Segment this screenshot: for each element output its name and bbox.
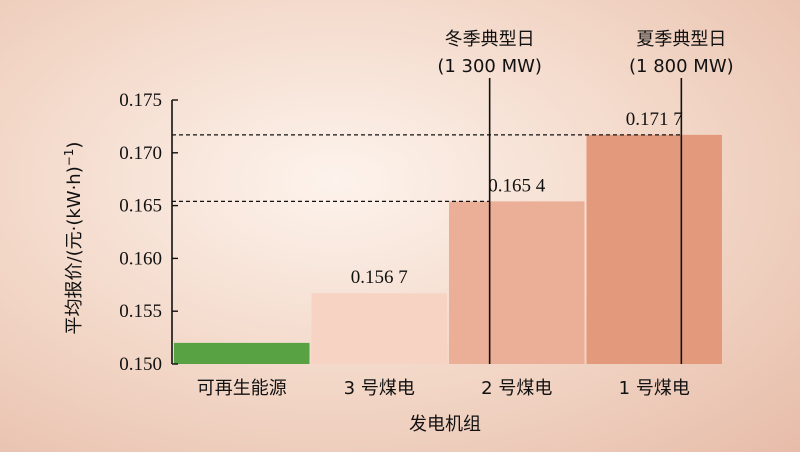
category-label-4: 1 号煤电	[619, 378, 690, 399]
bar-4	[586, 134, 722, 364]
y-axis-title-close: )	[64, 142, 85, 149]
y-tick-label-3: 0.160	[119, 248, 162, 269]
category-label-3: 2 号煤电	[481, 378, 552, 399]
reference-label-1: 冬季典型日	[445, 29, 535, 50]
bar-1	[174, 342, 310, 364]
data-label-2: 0.156 7	[351, 267, 408, 288]
reference-sublabel-1: (1 300 MW)	[437, 56, 542, 77]
y-axis-title-main: 平均报价/(元·(kW·h)	[64, 166, 85, 334]
y-tick-label-5: 0.170	[119, 143, 162, 164]
y-axis-title-superscript: −1	[62, 149, 76, 167]
bar-2	[311, 293, 447, 364]
data-label-3: 0.165 4	[488, 175, 546, 196]
y-tick-label-6: 0.175	[119, 90, 162, 111]
category-label-1: 可再生能源	[197, 378, 287, 399]
reference-label-2: 夏季典型日	[636, 29, 726, 50]
y-tick-label-2: 0.155	[119, 301, 162, 322]
y-tick-label-1: 0.150	[119, 354, 162, 375]
y-tick-label-4: 0.165	[119, 196, 162, 217]
labels-group: 可再生能源 0.156 7 3 号煤电 0.165 4 2 号煤电 0.171 7 1 号煤…	[197, 29, 734, 399]
category-label-2: 3 号煤电	[344, 378, 415, 399]
reference-sublabel-2: (1 800 MW)	[629, 56, 734, 77]
y-axis-title: 平均报价/(元·(kW·h)−1)	[62, 142, 85, 335]
y-axis-group: 0.150 0.155 0.160 0.165 0.170 0.175	[119, 90, 178, 375]
bars-group	[174, 134, 722, 364]
x-axis-title: 发电机组	[409, 414, 481, 435]
reference-lines-group	[172, 78, 683, 364]
data-label-4: 0.171 7	[626, 109, 683, 130]
bar-3	[449, 201, 585, 364]
